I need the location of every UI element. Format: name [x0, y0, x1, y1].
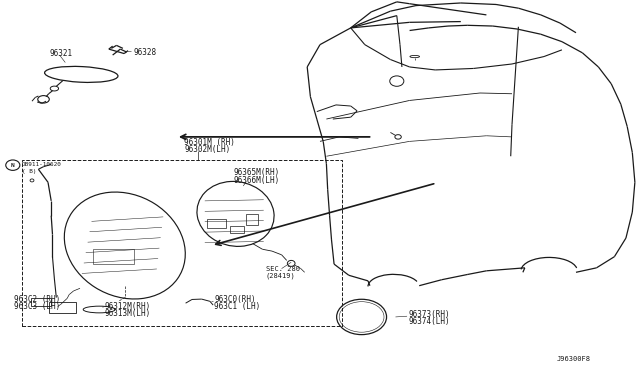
- Text: J96300F8: J96300F8: [557, 356, 591, 362]
- Bar: [93, 249, 134, 264]
- Text: 963C3 (LH): 963C3 (LH): [14, 302, 60, 311]
- Bar: [230, 226, 244, 232]
- Text: 96328: 96328: [133, 48, 156, 57]
- Text: 963C2 (RH): 963C2 (RH): [14, 295, 60, 304]
- Bar: [207, 219, 226, 228]
- Text: 96374(LH): 96374(LH): [408, 317, 450, 326]
- Text: 96313M(LH): 96313M(LH): [104, 309, 150, 318]
- Text: ( B): ( B): [22, 169, 36, 174]
- Text: 96321: 96321: [50, 49, 73, 58]
- Text: 963C1 (LH): 963C1 (LH): [214, 302, 260, 311]
- Text: 96301M (RH): 96301M (RH): [184, 138, 235, 147]
- Bar: [31, 298, 51, 306]
- Text: (28419): (28419): [266, 273, 295, 279]
- Text: 96366M(LH): 96366M(LH): [234, 176, 280, 185]
- Text: DB911-10620: DB911-10620: [22, 162, 61, 167]
- Text: N: N: [11, 163, 15, 168]
- Bar: [22, 160, 342, 326]
- Text: 96312M(RH): 96312M(RH): [104, 302, 150, 311]
- Text: 96302M(LH): 96302M(LH): [184, 145, 230, 154]
- Text: 963C0(RH): 963C0(RH): [214, 295, 256, 304]
- Text: SEC. 280: SEC. 280: [266, 266, 300, 272]
- Bar: [246, 214, 258, 225]
- Text: 96365M(RH): 96365M(RH): [234, 169, 280, 177]
- Text: 96373(RH): 96373(RH): [408, 310, 450, 319]
